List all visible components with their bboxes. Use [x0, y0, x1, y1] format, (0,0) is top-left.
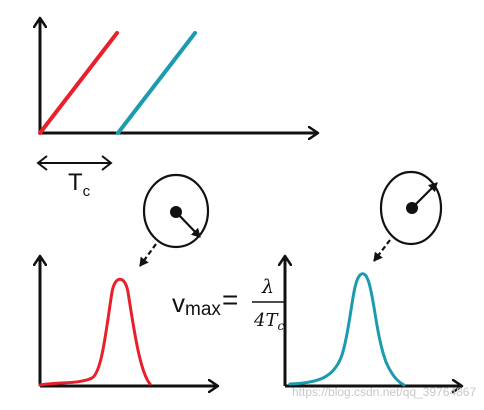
period-arrow-left-head — [36, 155, 48, 171]
top-plot: Tc — [38, 18, 318, 200]
right-circle-outline — [379, 170, 443, 246]
bottom-left-plot — [40, 256, 218, 386]
period-arrow-right-head — [101, 155, 113, 171]
right-radius-arrow — [411, 182, 438, 209]
teal-ramp-line — [116, 31, 197, 135]
red-peak-curve — [38, 277, 152, 387]
red-ramp-line — [38, 31, 119, 135]
right-circle-icon — [373, 170, 443, 262]
formula-v: vmax — [172, 288, 221, 320]
period-label: Tc — [68, 169, 91, 200]
left-radius-arrow — [175, 211, 201, 238]
watermark-text: https://blog.csdn.net/qq_39764867 — [292, 385, 476, 399]
left-pointer-dashed-arrow — [139, 243, 157, 267]
formula-equals: = — [222, 284, 238, 315]
vmax-formula: vmax = λ 4Tc — [172, 276, 284, 333]
right-pointer-dashed-arrow — [373, 239, 391, 262]
formula-numerator: λ — [261, 276, 274, 298]
teal-peak-curve — [288, 272, 406, 387]
left-circle-icon — [139, 173, 210, 267]
bottom-right-plot — [285, 256, 462, 386]
left-circle-outline — [142, 173, 210, 249]
formula-denominator: 4Tc — [253, 310, 284, 333]
